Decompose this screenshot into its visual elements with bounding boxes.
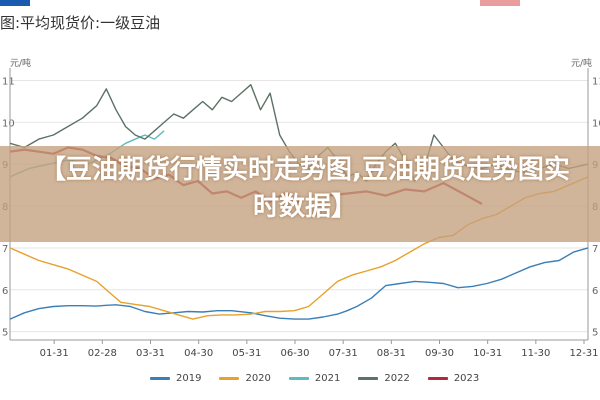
chart-title: 图:平均现货价:一级豆油 xyxy=(0,14,161,32)
legend-label: 2022 xyxy=(384,372,410,384)
y-tick-label-right: 7 xyxy=(592,244,598,255)
left-axis-unit: 元/吨 xyxy=(10,59,32,69)
legend-label: 2023 xyxy=(453,372,480,384)
right-axis-unit: 元/吨 xyxy=(570,59,592,69)
x-tick-label: 06-30 xyxy=(280,348,309,359)
title-bar: 图:平均现货价:一级豆油 xyxy=(0,6,600,36)
legend-item-2023: 2023 xyxy=(427,372,480,384)
x-tick-label: 11-30 xyxy=(521,348,550,359)
y-tick-label-right: 5 xyxy=(592,328,598,339)
x-tick-label: 08-31 xyxy=(377,348,406,359)
legend-label: 2021 xyxy=(314,372,341,384)
overlay-headline: 【豆油期货行情实时走势图,豆油期货走势图实时数据】 xyxy=(40,155,570,222)
legend-label: 2019 xyxy=(176,372,202,384)
y-tick-label-right: 6 xyxy=(592,286,598,297)
legend-item-2019: 2019 xyxy=(150,373,201,384)
y-tick-label-left: 7 xyxy=(2,244,8,255)
x-tick-label: 07-31 xyxy=(329,348,358,359)
top-decoration-right xyxy=(480,0,520,6)
y-tick-label-left: 5 xyxy=(2,328,8,339)
legend-item-2021: 2021 xyxy=(288,372,341,384)
legend-swatch xyxy=(219,376,240,380)
x-tick-label: 04-30 xyxy=(184,348,213,359)
x-tick-label: 02-28 xyxy=(88,348,117,359)
y-tick-label-left: 10 xyxy=(2,118,15,129)
series-line-2019 xyxy=(9,247,589,320)
x-tick-label: 09-30 xyxy=(425,348,454,359)
y-tick-label-right: 11 xyxy=(592,77,600,88)
legend-swatch xyxy=(427,376,448,380)
y-tick-label-right: 10 xyxy=(592,118,600,129)
x-tick-label: 12-31 xyxy=(569,348,598,359)
x-tick-label: 01-31 xyxy=(40,348,69,359)
legend-item-2020: 2020 xyxy=(219,372,271,384)
x-tick-label: 05-31 xyxy=(232,348,261,359)
x-tick-label: 03-31 xyxy=(136,348,165,359)
top-decoration-left xyxy=(0,0,30,6)
y-tick-label-left: 6 xyxy=(2,286,8,297)
y-tick-label-left: 11 xyxy=(2,77,15,88)
chart-legend: 2019 2020 2021 2022 2023 xyxy=(150,370,479,386)
overlay-banner xyxy=(0,146,600,242)
x-tick-label: 10-31 xyxy=(473,348,502,359)
legend-swatch xyxy=(150,376,170,380)
legend-item-2022: 2022 xyxy=(358,372,410,384)
legend-swatch xyxy=(288,376,309,380)
legend-swatch xyxy=(358,376,379,380)
legend-label: 2020 xyxy=(245,372,271,384)
